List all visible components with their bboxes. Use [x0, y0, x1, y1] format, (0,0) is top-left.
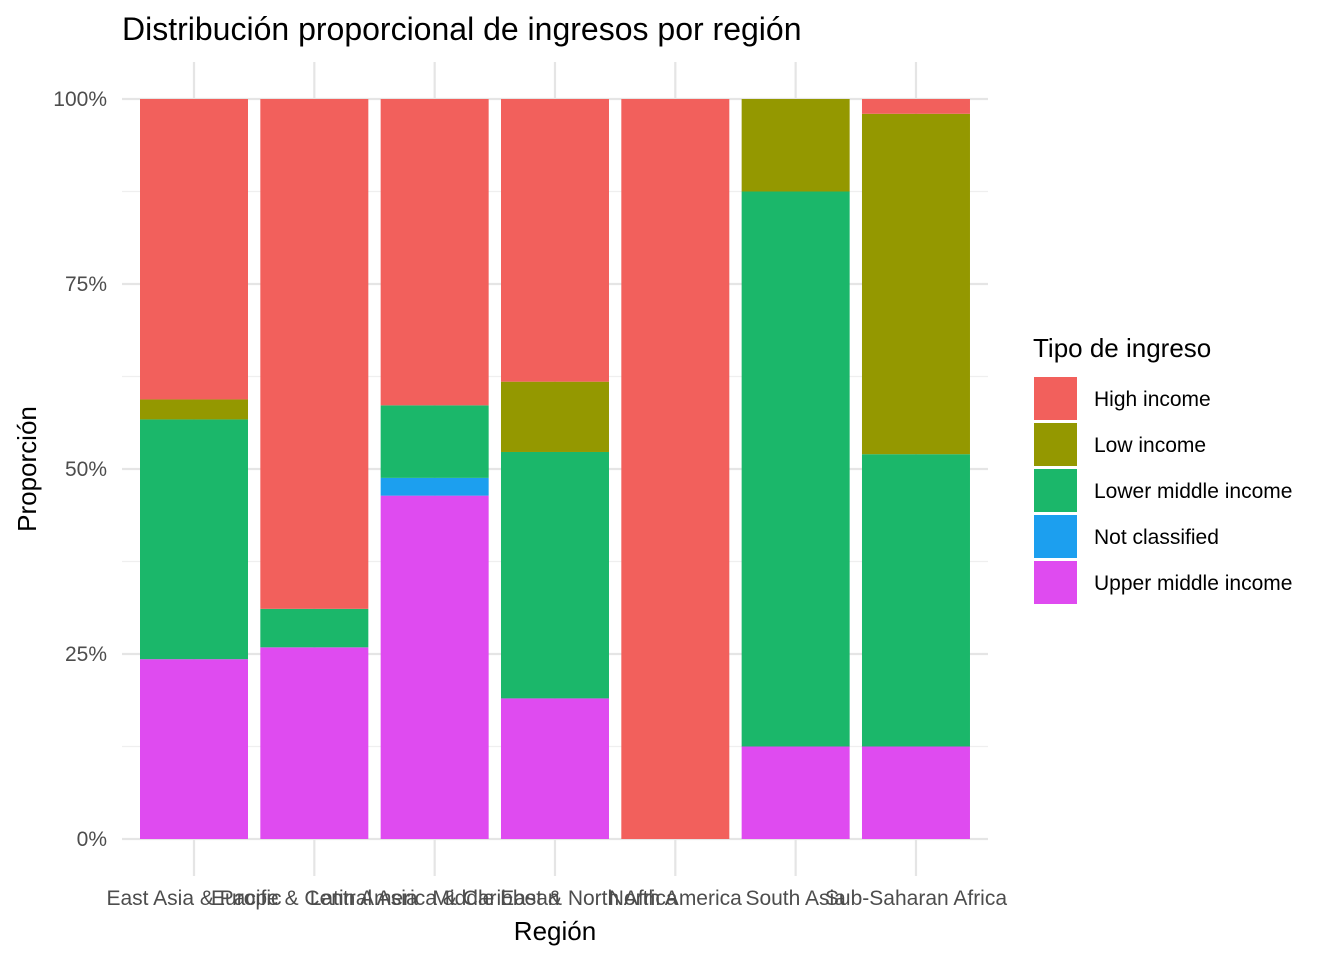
- y-axis: 0% 25% 50% 75% 100%: [53, 88, 107, 851]
- x-tick-label: East Asia & Pacific: [106, 887, 281, 910]
- bar-segment: [741, 746, 850, 839]
- legend-label: Not classified: [1094, 526, 1219, 549]
- bar-segment: [861, 454, 970, 747]
- bar-segment: [500, 99, 609, 382]
- x-tick-label: Middle East & North Africa: [432, 887, 677, 910]
- bar-segment: [380, 495, 489, 839]
- legend-swatch: [1034, 561, 1077, 604]
- x-tick-label: South Asia: [745, 887, 846, 910]
- bar-segment: [500, 381, 609, 452]
- legend-label: High income: [1094, 388, 1211, 411]
- x-tick-label: Europe & Central Asia: [211, 887, 418, 910]
- bar-segment: [500, 451, 609, 699]
- bar-segment: [140, 399, 248, 420]
- bar-segment: [861, 113, 970, 455]
- x-tick-label: Sub-Saharan Africa: [825, 887, 1007, 910]
- bar-segment: [260, 99, 369, 609]
- legend-label: Low income: [1094, 434, 1206, 457]
- y-tick-label: 75%: [65, 273, 107, 296]
- legend-title: Tipo de ingreso: [1033, 333, 1211, 363]
- bar-segment: [621, 99, 730, 839]
- y-axis-title: Proporción: [12, 406, 42, 532]
- bar-segment: [140, 419, 248, 660]
- bar-segment: [140, 99, 248, 400]
- legend-label: Upper middle income: [1094, 572, 1292, 595]
- bar-segment: [380, 405, 489, 478]
- x-tick-label: North America: [609, 887, 742, 910]
- bar-segment: [380, 477, 489, 496]
- legend: Tipo de ingreso High income Low income Low…: [1033, 333, 1292, 604]
- x-tick-label: Latin America & Caribbean: [310, 887, 560, 910]
- legend-items: High income Low income Lower middle income…: [1034, 377, 1292, 604]
- bar-segment: [260, 608, 369, 648]
- legend-swatch: [1034, 423, 1077, 466]
- bar-segment: [380, 99, 489, 406]
- bar-segment: [260, 647, 369, 839]
- legend-swatch: [1034, 377, 1077, 420]
- chart-title: Distribución proporcional de ingresos po…: [122, 11, 801, 47]
- y-tick-label: 100%: [53, 88, 107, 111]
- y-tick-label: 50%: [65, 458, 107, 481]
- y-tick-label: 25%: [65, 643, 107, 666]
- legend-swatch: [1034, 469, 1077, 512]
- bar-segment: [861, 99, 970, 114]
- legend-swatch: [1034, 515, 1077, 558]
- bars: [140, 99, 970, 839]
- x-axis-title: Región: [514, 916, 596, 946]
- y-tick-label: 0%: [77, 828, 107, 851]
- bar-segment: [861, 746, 970, 839]
- bar-segment: [741, 99, 850, 192]
- legend-label: Lower middle income: [1094, 480, 1292, 503]
- bar-segment: [140, 659, 248, 839]
- bar-segment: [500, 698, 609, 839]
- bar-segment: [741, 191, 850, 747]
